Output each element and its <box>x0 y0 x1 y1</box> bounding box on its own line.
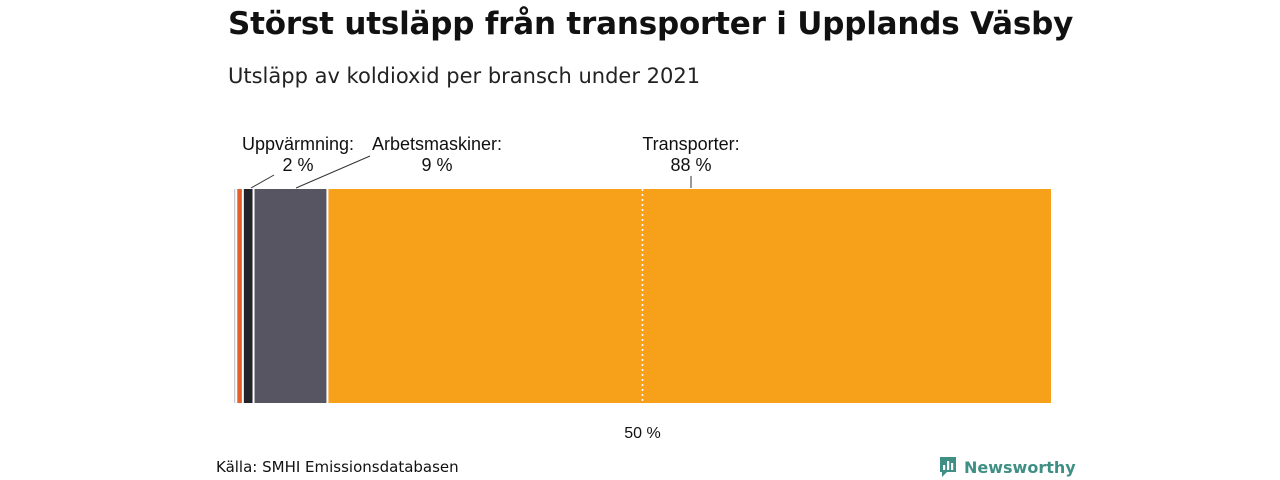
newsworthy-logo-icon <box>940 457 956 477</box>
segment-label-value-3: 2 % <box>282 155 313 175</box>
segment-label-value-5: 88 % <box>670 155 711 175</box>
segment-label-value-4: 9 % <box>421 155 452 175</box>
reference-line-label: 50 % <box>624 425 660 442</box>
newsworthy-logo-text: Newsworthy <box>964 457 1076 477</box>
bar-segment-3 <box>243 189 253 403</box>
source-note: Källa: SMHI Emissionsdatabasen <box>216 458 459 476</box>
chart-subtitle: Utsläpp av koldioxid per bransch under 2… <box>228 64 701 88</box>
bar-segment-1 <box>234 189 236 403</box>
newsworthy-logo: Newsworthy <box>938 456 1076 478</box>
bar-segment-4 <box>254 189 327 403</box>
segment-label-name-3: Uppvärmning: <box>242 134 354 154</box>
leader-line-4 <box>295 155 371 189</box>
segment-label-name-5: Transporter: <box>642 134 739 154</box>
leader-line-3 <box>250 174 275 189</box>
segment-label-name-4: Arbetsmaskiner: <box>372 134 502 154</box>
bar-segment-2 <box>237 189 242 403</box>
bar-segment-5 <box>328 189 1051 403</box>
chart-title: Störst utsläpp från transporter i Upplan… <box>228 6 1074 42</box>
